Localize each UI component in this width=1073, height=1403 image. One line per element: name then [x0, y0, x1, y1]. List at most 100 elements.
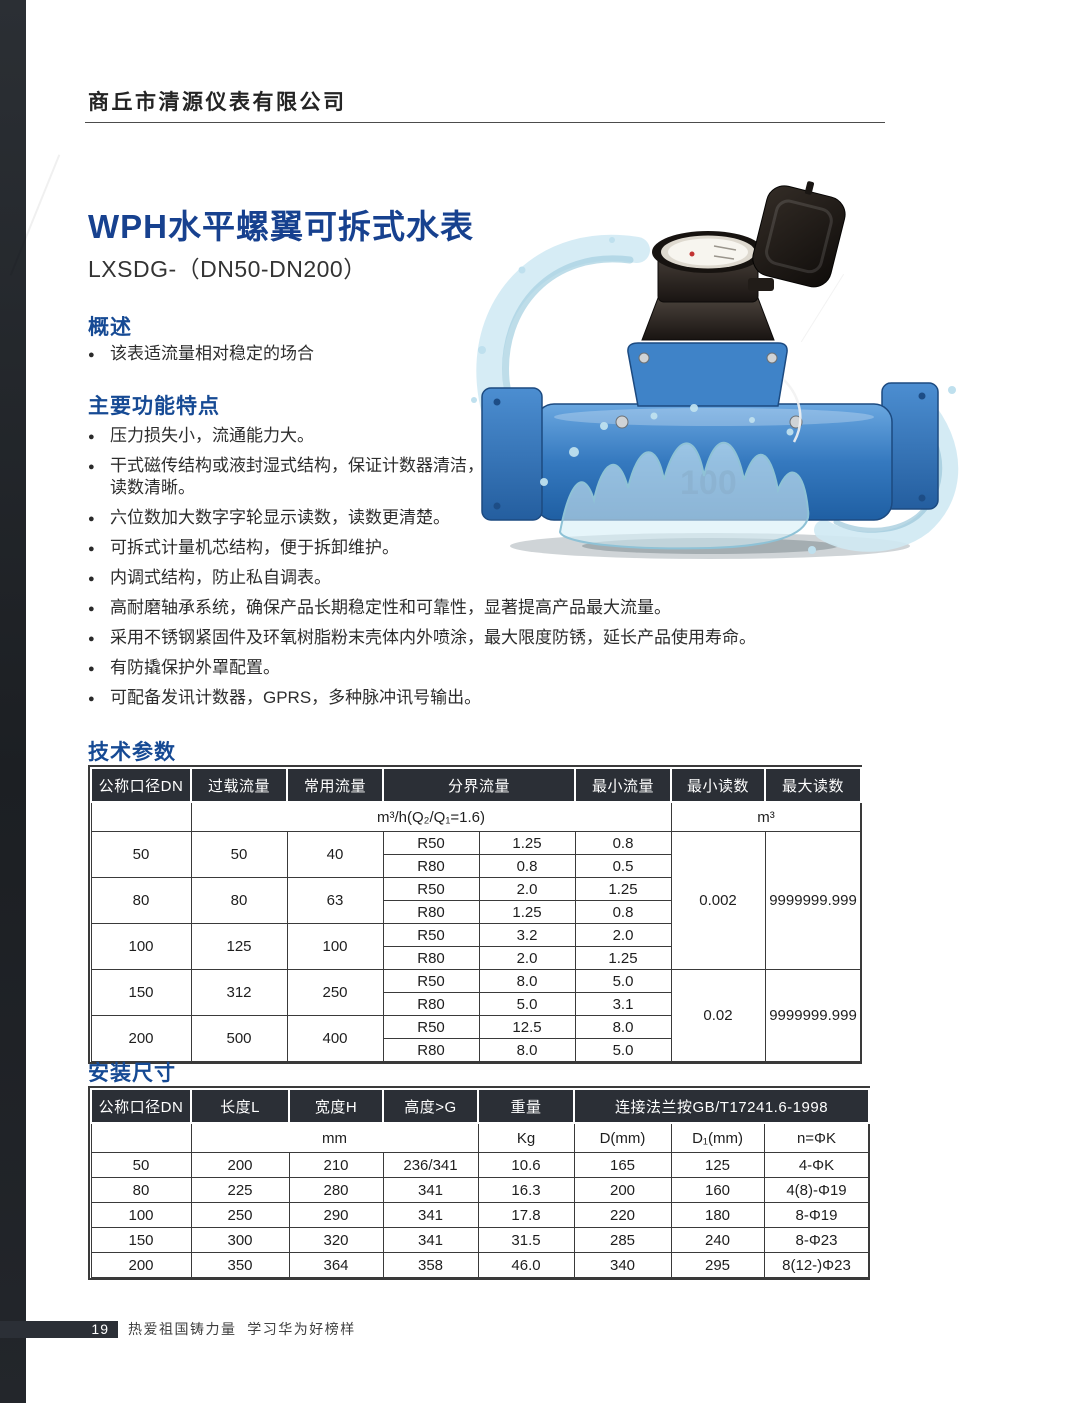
tech-header-row: 公称口径DN 过载流量 常用流量 分界流量 最小流量 最小读数 最大读数 — [90, 767, 863, 803]
table-cell: 220 — [573, 1202, 672, 1228]
table-cell: 285 — [573, 1227, 672, 1253]
table-cell: 2.0 — [478, 946, 576, 970]
install-header-row: 公称口径DN 长度L 宽度H 高度>G 重量 连接法兰按GB/T17241.6-… — [90, 1088, 870, 1124]
col-header-dn: 公称口径DN — [90, 767, 192, 803]
overview-item: 该表适流量相对稳定的场合 — [88, 343, 900, 366]
table-cell: 400 — [286, 1015, 384, 1062]
table-cell: 295 — [670, 1252, 765, 1278]
table-row: R80 5.0 3.1 — [91, 992, 861, 1016]
overview-list: 该表适流量相对稳定的场合 — [88, 343, 900, 373]
feature-item: 采用不锈钢紧固件及环氧树脂粉末壳体内外喷涂，最大限度防锈，延长产品使用寿命。 — [88, 627, 900, 650]
col-header-min-reading: 最小读数 — [670, 767, 767, 803]
table-cell: 8-Φ23 — [763, 1227, 870, 1253]
table-row: R80 1.25 0.8 — [91, 900, 861, 924]
table-cell: 250 — [286, 969, 384, 1016]
table-cell: R80 — [382, 946, 480, 970]
table-cell: R80 — [382, 1038, 480, 1062]
table-cell: 100 — [90, 1202, 192, 1228]
col-header-boundary: 分界流量 — [381, 767, 577, 803]
table-cell: 8.0 — [478, 1038, 576, 1062]
unit-n-cell: n=ΦK — [763, 1122, 870, 1153]
footer-slogan: 热爱祖国铸力量 学习华为好榜样 — [128, 1321, 356, 1337]
feature-item: 可拆式计量机芯结构，便于拆卸维护。 — [88, 537, 900, 560]
table-row: 80 225 280 341 16.3 200 160 4(8)-Φ19 — [90, 1177, 870, 1203]
install-table-wrap: 公称口径DN 长度L 宽度H 高度>G 重量 连接法兰按GB/T17241.6-… — [88, 1086, 870, 1280]
table-cell: 165 — [573, 1152, 672, 1178]
table-cell: 63 — [286, 877, 384, 924]
col-header-height: 高度>G — [382, 1088, 479, 1124]
table-cell: 0.002 — [670, 831, 766, 970]
unit-d-cell: D(mm) — [573, 1122, 672, 1153]
table-row: R80 0.8 0.5 — [91, 854, 861, 878]
table-cell: 5.0 — [574, 969, 672, 993]
table-cell: R50 — [382, 1015, 480, 1039]
col-header-length: 长度L — [190, 1088, 290, 1124]
table-cell: 250 — [190, 1202, 290, 1228]
table-cell: 280 — [288, 1177, 384, 1203]
table-cell: 8.0 — [478, 969, 576, 993]
table-cell: 46.0 — [477, 1252, 575, 1278]
table-cell: 50 — [90, 1152, 192, 1178]
table-cell: 80 — [90, 1177, 192, 1203]
table-cell: 358 — [382, 1252, 479, 1278]
feature-item: 高耐磨轴承系统，确保产品长期稳定性和可靠性，显著提高产品最大流量。 — [88, 597, 900, 620]
table-cell: 200 — [190, 1152, 290, 1178]
table-cell: 50 — [190, 831, 288, 878]
table-cell: 290 — [288, 1202, 384, 1228]
table-row: 100 250 290 341 17.8 220 180 8-Φ19 — [90, 1202, 870, 1228]
table-cell: 350 — [190, 1252, 290, 1278]
table-row: 150 300 320 341 31.5 285 240 8-Φ23 — [90, 1227, 870, 1253]
table-cell: 240 — [670, 1227, 765, 1253]
tech-unit-row: m³/h(Q₂/Q₁=1.6) m³ — [90, 801, 862, 832]
table-cell: 80 — [190, 877, 288, 924]
table-cell: 300 — [190, 1227, 290, 1253]
table-cell: 0.8 — [574, 900, 672, 924]
install-unit-row: mm Kg D(mm) D₁(mm) n=ΦK — [90, 1122, 870, 1153]
col-header-dn: 公称口径DN — [90, 1088, 192, 1124]
table-cell: 150 — [90, 1227, 192, 1253]
tech-table-wrap: 公称口径DN 过载流量 常用流量 分界流量 最小流量 最小读数 最大读数 m³/… — [88, 765, 863, 1064]
table-cell: 2.0 — [478, 877, 576, 901]
feature-item: 内调式结构，防止私自调表。 — [88, 567, 900, 590]
table-cell: 125 — [670, 1152, 765, 1178]
table-cell: 40 — [286, 831, 384, 878]
table-cell: 1.25 — [478, 900, 576, 924]
unit-kg-cell: Kg — [477, 1122, 575, 1153]
table-cell: R80 — [382, 900, 480, 924]
table-cell: 200 — [573, 1177, 672, 1203]
table-row: 200 350 364 358 46.0 340 295 8(12-)Φ23 — [90, 1252, 870, 1278]
table-cell: 225 — [190, 1177, 290, 1203]
unit-mm-cell: mm — [190, 1122, 479, 1153]
feature-item: 有防撬保护外罩配置。 — [88, 657, 900, 680]
table-row: 50 50 40 R50 1.25 0.8 0.002 9999999.999 — [90, 831, 862, 970]
table-cell: 320 — [288, 1227, 384, 1253]
table-cell: 341 — [382, 1202, 479, 1228]
table-cell: 0.8 — [574, 831, 672, 855]
table-cell: 125 — [190, 923, 288, 970]
section-heading-overview: 概述 — [88, 316, 132, 339]
table-cell: 312 — [190, 969, 288, 1016]
table-cell: 80 — [90, 877, 192, 924]
table-cell: 50 — [90, 831, 192, 878]
product-title: WPH水平螺翼可拆式水表 — [88, 208, 474, 245]
table-cell: 364 — [288, 1252, 384, 1278]
col-header-max-reading: 最大读数 — [764, 767, 863, 803]
col-header-min-flow: 最小流量 — [574, 767, 673, 803]
table-cell: R50 — [382, 831, 480, 855]
table-cell: 10.6 — [477, 1152, 575, 1178]
table-cell: R80 — [382, 992, 480, 1016]
table-cell: 12.5 — [478, 1015, 576, 1039]
table-cell: 5.0 — [574, 1038, 672, 1062]
table-row: 50 200 210 236/341 10.6 165 125 4-ΦK — [90, 1152, 870, 1178]
section-heading-tech: 技术参数 — [88, 741, 176, 764]
feature-item: 压力损失小，流通能力大。 — [88, 425, 900, 448]
table-cell: 341 — [382, 1227, 479, 1253]
table-cell: 5.0 — [478, 992, 576, 1016]
table-cell: R50 — [382, 877, 480, 901]
table-cell: 3.1 — [574, 992, 672, 1016]
table-row: R80 8.0 5.0 — [91, 1038, 861, 1062]
table-cell: 16.3 — [477, 1177, 575, 1203]
feature-item: 干式磁传结构或液封湿式结构，保证计数器清洁， 读数清晰。 — [88, 455, 900, 499]
feature-item: 六位数加大数字字轮显示读数，读数更清楚。 — [88, 507, 900, 530]
